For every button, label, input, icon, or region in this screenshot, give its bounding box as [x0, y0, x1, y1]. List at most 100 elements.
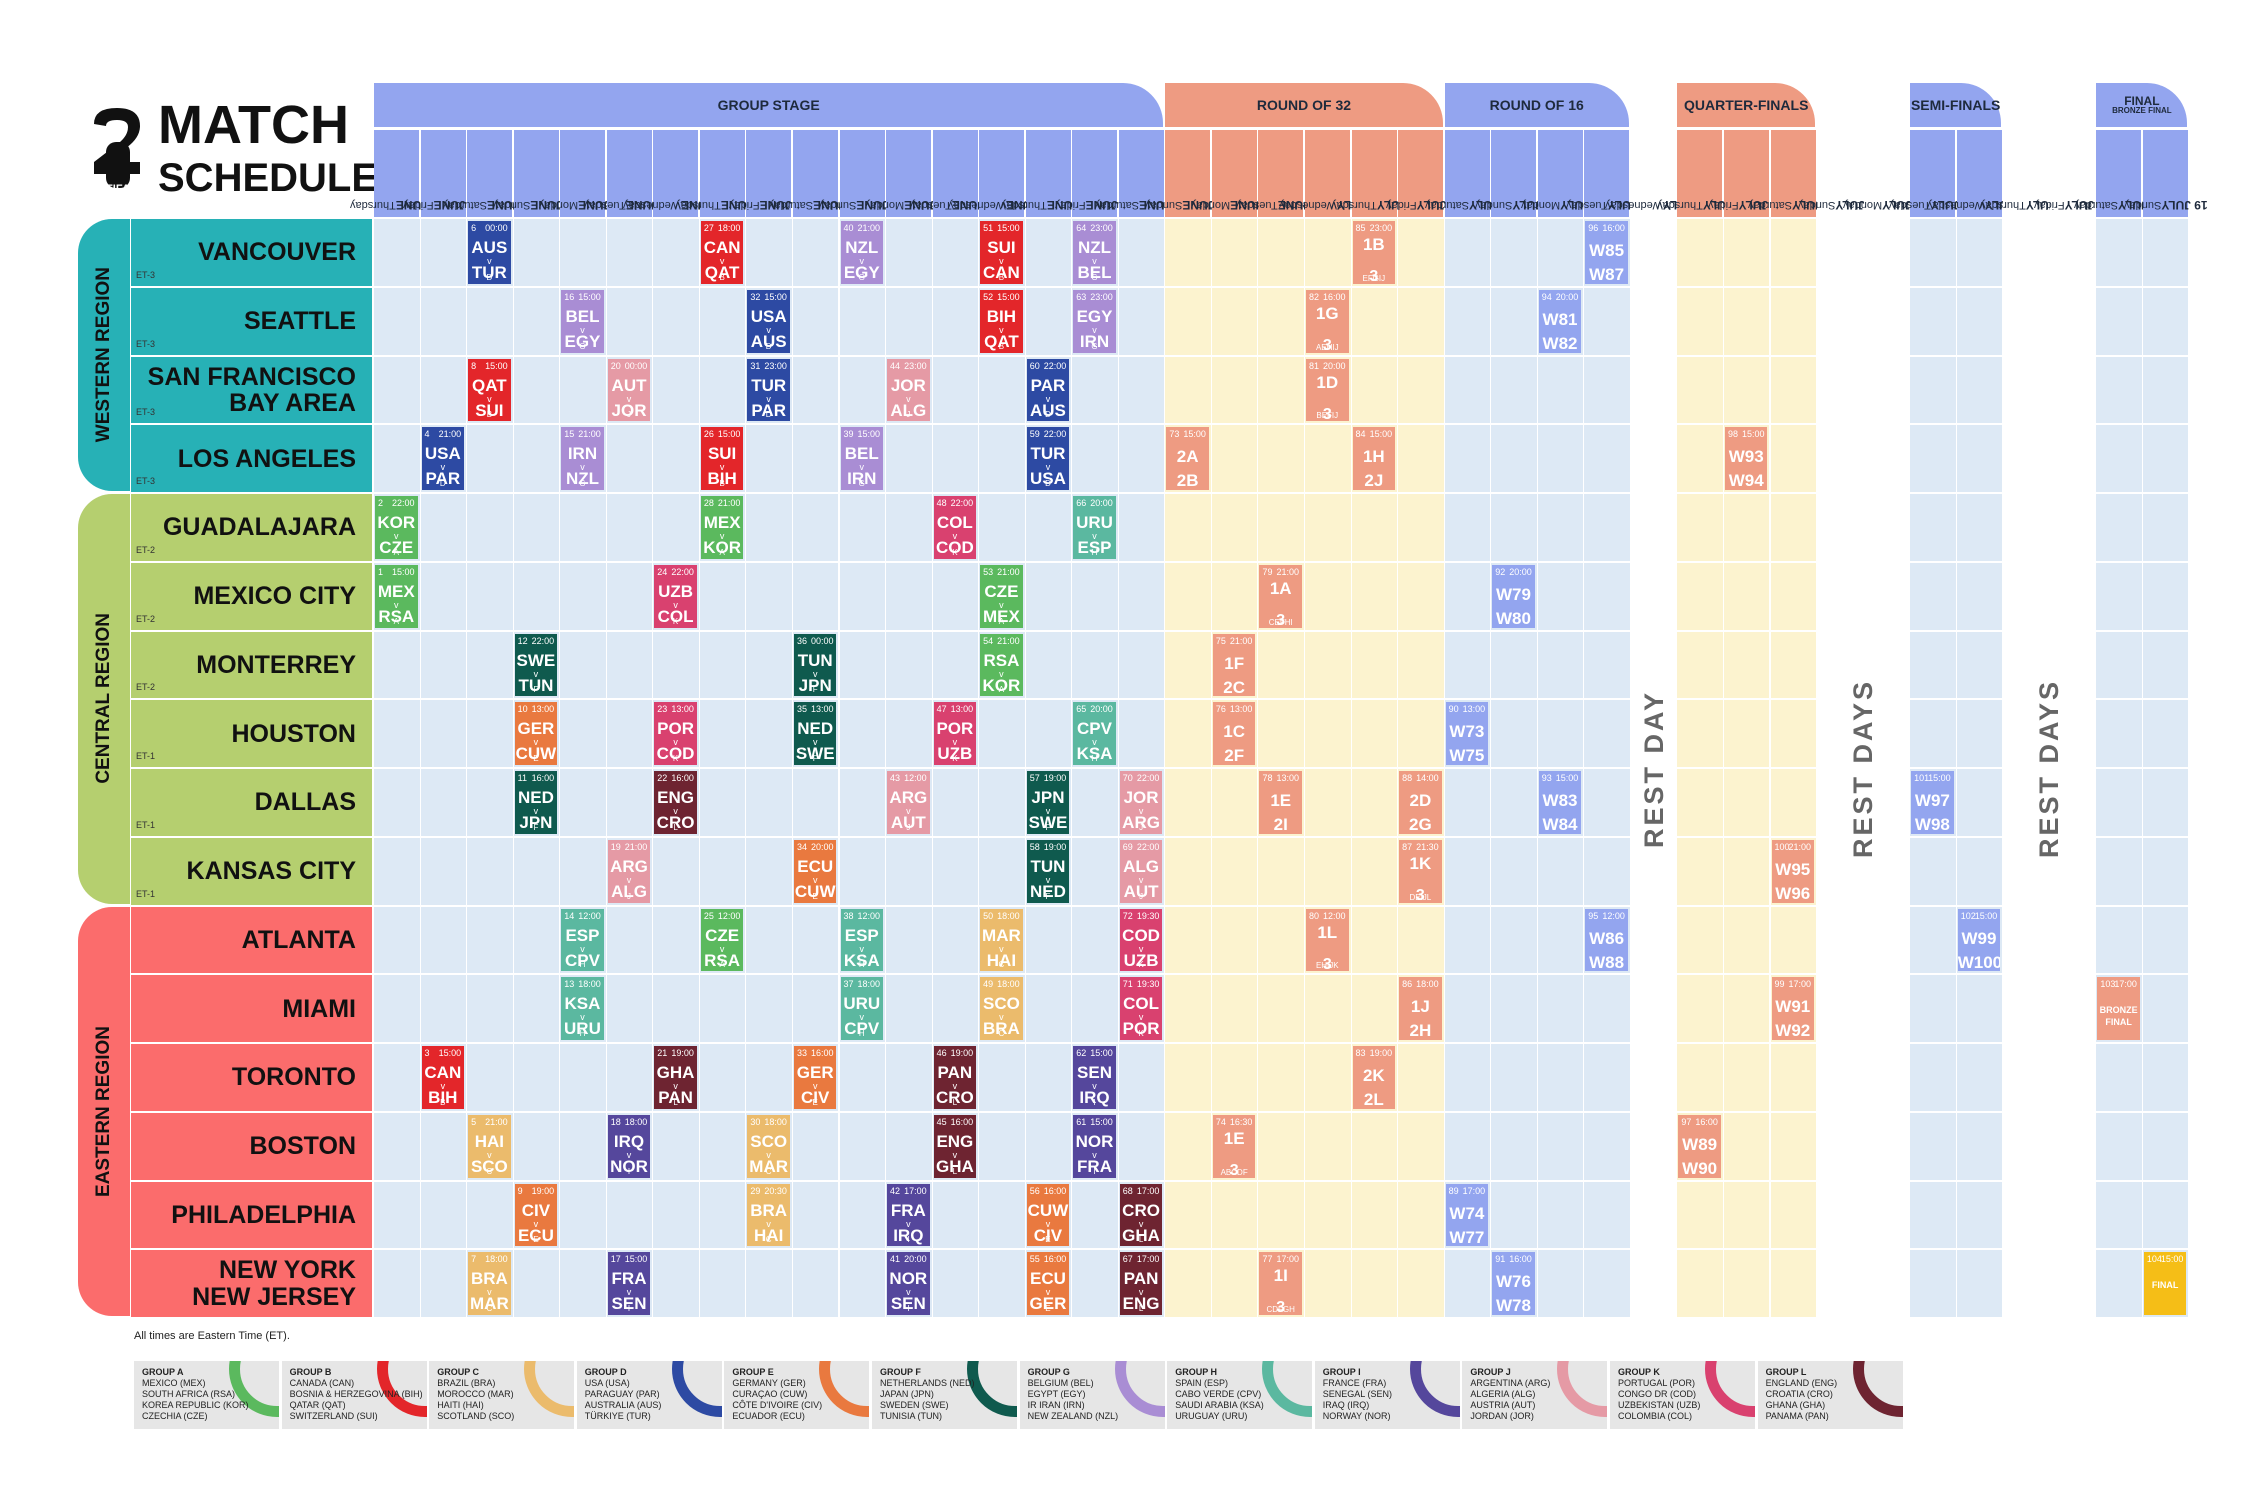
match-card[interactable]: 70 22:00 JOR v ARG J — [1119, 771, 1163, 834]
match-card[interactable]: 103 17:00 BRONZE FINAL — [2097, 977, 2140, 1040]
match-card[interactable]: 73 15:00 2A 2B — [1166, 427, 1209, 490]
match-card[interactable]: 40 21:00 NZL v EGY G — [840, 221, 884, 284]
match-card[interactable]: 69 22:00 ALG v AUT J — [1119, 839, 1163, 903]
match-card[interactable]: 46 19:00 PAN v CRO L — [933, 1046, 977, 1109]
match-card[interactable]: 87 21:30 1K 3 DEIJL — [1399, 839, 1442, 903]
match-card[interactable]: 45 16:00 ENG v GHA L — [933, 1114, 977, 1178]
match-card[interactable]: 92 20:00 W79 W80 — [1492, 564, 1535, 628]
match-card[interactable]: 101 15:00 W97 W98 — [1911, 771, 1954, 834]
match-card[interactable]: 36 00:00 TUN v JPN F — [793, 633, 837, 697]
match-card[interactable]: 48 22:00 COL v COD K — [933, 496, 977, 559]
match-card[interactable]: 16 15:00 BEL v EGY G — [561, 289, 604, 353]
match-card[interactable]: 2 22:00 KOR v CZE A — [375, 496, 418, 559]
match-card[interactable]: 21 19:00 GHA v PAN L — [654, 1046, 697, 1109]
match-card[interactable]: 58 19:00 TUN v NED F — [1026, 839, 1070, 903]
match-card[interactable]: 96 16:00 W85 W87 — [1585, 221, 1628, 284]
match-card[interactable]: 102 15:00 W99 W100 — [1957, 908, 2001, 972]
match-card[interactable]: 19 21:00 ARG v ALG J — [607, 839, 651, 903]
match-card[interactable]: 37 18:00 URU v CPV H — [840, 977, 884, 1040]
match-card[interactable]: 82 16:00 1G 3 AEHIJ — [1306, 289, 1349, 353]
match-card[interactable]: 41 20:00 NOR v SEN I — [887, 1252, 930, 1315]
match-card[interactable]: 42 17:00 FRA v IRQ I — [887, 1183, 930, 1247]
match-card[interactable]: 3 15:00 CAN v BIH B — [421, 1046, 465, 1109]
match-card[interactable]: 10 13:00 GER v CUW E — [514, 702, 558, 765]
match-card[interactable]: 55 16:00 ECU v GER E — [1026, 1252, 1070, 1315]
match-card[interactable]: 88 14:00 2D 2G — [1399, 771, 1442, 834]
match-card[interactable]: 90 13:00 W73 W75 — [1445, 702, 1489, 765]
match-card[interactable]: 74 16:30 1E 3 ABCDF — [1212, 1114, 1256, 1178]
match-card[interactable]: 52 15:00 BIH v QAT B — [980, 289, 1023, 353]
match-card[interactable]: 22 16:00 ENG v CRO L — [654, 771, 697, 834]
match-card[interactable]: 28 21:00 MEX v KOR A — [700, 496, 744, 559]
match-card[interactable]: 53 21:00 CZE v MEX A — [980, 564, 1023, 628]
match-card[interactable]: 84 15:00 1H 2J — [1352, 427, 1396, 490]
match-card[interactable]: 59 22:00 TUR v USA D — [1026, 427, 1070, 490]
match-card[interactable]: 56 16:00 CUW v CIV E — [1026, 1183, 1070, 1247]
match-card[interactable]: 95 12:00 W86 W88 — [1585, 908, 1628, 972]
match-card[interactable]: 15 21:00 IRN v NZL G — [561, 427, 604, 490]
match-card[interactable]: 30 18:00 SCO v MAR C — [747, 1114, 790, 1178]
match-card[interactable]: 62 15:00 SEN v IRQ I — [1073, 1046, 1116, 1109]
match-card[interactable]: 51 15:00 SUI v CAN B — [980, 221, 1023, 284]
match-card[interactable]: 86 18:00 1J 2H — [1399, 977, 1442, 1040]
match-card[interactable]: 49 18:00 SCO v BRA C — [980, 977, 1023, 1040]
match-card[interactable]: 6 00:00 AUS v TUR D — [468, 221, 511, 284]
match-card[interactable]: 7 18:00 BRA v MAR C — [468, 1252, 511, 1315]
match-card[interactable]: 27 18:00 CAN v QAT B — [700, 221, 744, 284]
match-card[interactable]: 23 13:00 POR v COD K — [654, 702, 697, 765]
match-card[interactable]: 98 15:00 W93 W94 — [1724, 427, 1768, 490]
match-card[interactable]: 75 21:00 1F 2C — [1212, 633, 1256, 697]
match-card[interactable]: 29 20:30 BRA v HAI C — [747, 1183, 790, 1247]
match-card[interactable]: 76 13:00 1C 2F — [1212, 702, 1256, 765]
match-card[interactable]: 54 21:00 RSA v KOR A — [980, 633, 1023, 697]
match-card[interactable]: 33 16:00 GER v CIV E — [793, 1046, 837, 1109]
match-card[interactable]: 97 16:00 W89 W90 — [1678, 1114, 1721, 1178]
match-card[interactable]: 24 22:00 UZB v COL K — [654, 564, 697, 628]
match-card[interactable]: 1 15:00 MEX v RSA A — [375, 564, 418, 628]
match-card[interactable]: 25 12:00 CZE v RSA A — [700, 908, 744, 972]
match-card[interactable]: 14 12:00 ESP v CPV H — [561, 908, 604, 972]
match-card[interactable]: 20 00:00 AUT v JOR J — [607, 358, 651, 422]
match-card[interactable]: 9 19:00 CIV v ECU E — [514, 1183, 558, 1247]
match-card[interactable]: 66 20:00 URU v ESP H — [1073, 496, 1116, 559]
match-card[interactable]: 83 19:00 2K 2L — [1352, 1046, 1396, 1109]
match-card[interactable]: 99 17:00 W91 W92 — [1771, 977, 1815, 1040]
match-card[interactable]: 63 23:00 EGY v IRN G — [1073, 289, 1116, 353]
match-card[interactable]: 94 20:00 W81 W82 — [1538, 289, 1582, 353]
match-card[interactable]: 39 15:00 BEL v IRN G — [840, 427, 884, 490]
match-card[interactable]: 50 18:00 MAR v HAI C — [980, 908, 1023, 972]
match-card[interactable]: 72 19:30 COD v UZB K — [1119, 908, 1163, 972]
match-card[interactable]: 13 18:00 KSA v URU H — [561, 977, 604, 1040]
match-card[interactable]: 78 13:00 1E 2I — [1259, 771, 1302, 834]
match-card[interactable]: 64 23:00 NZL v BEL G — [1073, 221, 1116, 284]
match-card[interactable]: 34 20:00 ECU v CUW E — [793, 839, 837, 903]
match-card[interactable]: 12 22:00 SWE v TUN F — [514, 633, 558, 697]
match-card[interactable]: 65 20:00 CPV v KSA H — [1073, 702, 1116, 765]
match-card[interactable]: 104 15:00 FINAL — [2143, 1252, 2187, 1315]
match-card[interactable]: 60 22:00 PAR v AUS D — [1026, 358, 1070, 422]
match-card[interactable]: 43 12:00 ARG v AUT J — [887, 771, 930, 834]
match-card[interactable]: 57 19:00 JPN v SWE F — [1026, 771, 1070, 834]
match-card[interactable]: 26 15:00 SUI v BIH B — [700, 427, 744, 490]
match-card[interactable]: 80 12:00 1L 3 EHIJK — [1306, 908, 1349, 972]
match-card[interactable]: 77 17:00 1I 3 CDFGH — [1259, 1252, 1302, 1315]
match-card[interactable]: 91 16:00 W76 W78 — [1492, 1252, 1535, 1315]
match-card[interactable]: 18 18:00 IRQ v NOR I — [607, 1114, 651, 1178]
match-card[interactable]: 81 20:00 1D 3 BEFIJ — [1306, 358, 1349, 422]
match-card[interactable]: 93 15:00 W83 W84 — [1538, 771, 1582, 834]
match-card[interactable]: 4 21:00 USA v PAR D — [421, 427, 465, 490]
match-card[interactable]: 5 21:00 HAI v SCO C — [468, 1114, 511, 1178]
match-card[interactable]: 68 17:00 CRO v GHA L — [1119, 1183, 1163, 1247]
match-card[interactable]: 71 19:30 COL v POR K — [1119, 977, 1163, 1040]
match-card[interactable]: 67 17:00 PAN v ENG L — [1119, 1252, 1163, 1315]
match-card[interactable]: 38 12:00 ESP v KSA H — [840, 908, 884, 972]
match-card[interactable]: 79 21:00 1A 3 CEFHI — [1259, 564, 1302, 628]
match-card[interactable]: 17 15:00 FRA v SEN I — [607, 1252, 651, 1315]
match-card[interactable]: 47 13:00 POR v UZB K — [933, 702, 977, 765]
match-card[interactable]: 100 21:00 W95 W96 — [1771, 839, 1815, 903]
match-card[interactable]: 44 23:00 JOR v ALG J — [887, 358, 930, 422]
match-card[interactable]: 89 17:00 W74 W77 — [1445, 1183, 1489, 1247]
match-card[interactable]: 35 13:00 NED v SWE F — [793, 702, 837, 765]
match-card[interactable]: 61 15:00 NOR v FRA I — [1073, 1114, 1116, 1178]
match-card[interactable]: 8 15:00 QAT v SUI B — [468, 358, 511, 422]
